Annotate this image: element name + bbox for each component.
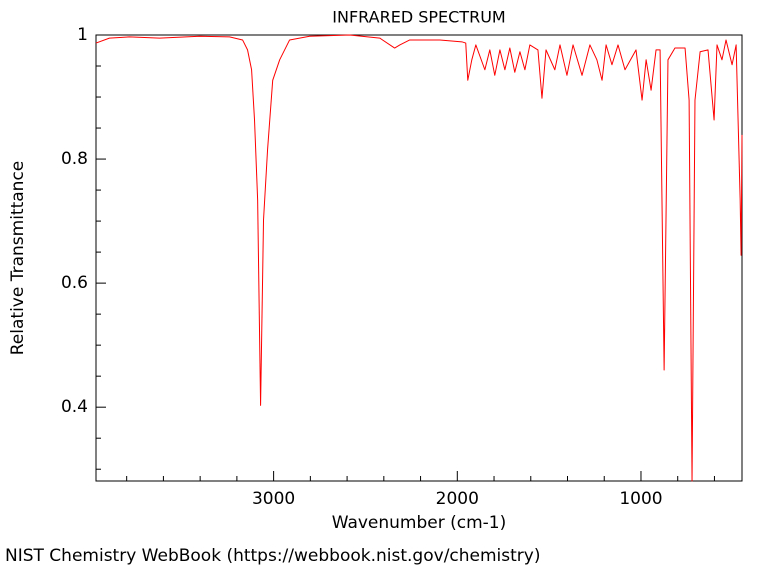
source-note: NIST Chemistry WebBook (https://webbook.… xyxy=(5,546,540,566)
y-tick-label: 1 xyxy=(77,25,88,45)
y-tick-label: 0.8 xyxy=(61,149,88,169)
chart-title: INFRARED SPECTRUM xyxy=(332,8,505,27)
plot-frame xyxy=(95,34,743,482)
y-axis-label: Relative Transmittance xyxy=(8,161,28,356)
x-tick-label: 1000 xyxy=(619,489,662,509)
x-tick-label: 2000 xyxy=(436,489,479,509)
spectrum-line xyxy=(95,34,743,482)
x-axis-label: Wavenumber (cm-1) xyxy=(332,513,507,533)
y-tick-label: 0.6 xyxy=(61,273,88,293)
y-tick-label: 0.4 xyxy=(61,397,88,417)
x-tick-label: 3000 xyxy=(252,489,295,509)
